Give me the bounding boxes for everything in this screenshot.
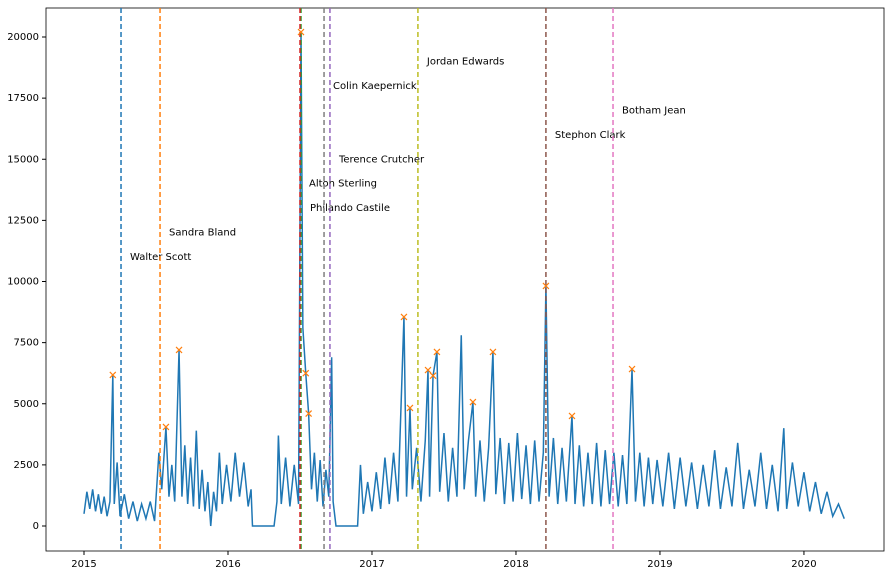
y-tick-label: 10000 [7, 277, 39, 288]
x-tick-label: 2020 [791, 559, 816, 570]
plot-frame [45, 7, 885, 552]
x-tick-label: 2018 [503, 559, 528, 570]
peak-marker [305, 410, 313, 417]
event-label: Sandra Bland [169, 228, 236, 239]
peak-marker [433, 348, 441, 356]
x-tick-label: 2015 [71, 559, 96, 570]
peak-marker [424, 366, 432, 374]
peak-marker [568, 412, 576, 420]
y-tick-label: 20000 [7, 32, 39, 43]
event-label: Colin Kaepernick [333, 81, 417, 92]
peak-marker [297, 28, 305, 36]
event-label: Stephon Clark [555, 130, 626, 141]
peak-marker [302, 369, 310, 377]
x-tick-label: 2016 [215, 559, 240, 570]
y-tick-label: 15000 [7, 154, 39, 165]
y-tick-label: 12500 [7, 215, 39, 226]
peak-marker [469, 398, 477, 406]
y-tick-label: 0 [33, 521, 39, 532]
y-tick-label: 7500 [14, 338, 39, 349]
y-tick-label: 5000 [14, 399, 39, 410]
event-label: Botham Jean [622, 105, 686, 116]
y-tick-label: 2500 [14, 460, 39, 471]
peak-marker [162, 423, 170, 431]
peak-marker [109, 371, 117, 379]
event-label: Jordan Edwards [426, 56, 504, 67]
event-label: Terence Crutcher [338, 154, 425, 165]
y-tick-label: 17500 [7, 93, 39, 104]
event-label: Alton Sterling [309, 179, 377, 190]
data-line [83, 32, 845, 527]
x-tick-label: 2019 [647, 559, 672, 570]
event-label: Philando Castile [310, 203, 390, 214]
peak-marker [175, 346, 183, 354]
peak-marker [400, 313, 408, 321]
x-tick-label: 2017 [359, 559, 384, 570]
peak-marker [406, 404, 414, 412]
peak-marker [628, 365, 636, 373]
peak-marker [542, 282, 550, 290]
peak-marker [489, 348, 497, 356]
peak-marker [429, 372, 437, 380]
